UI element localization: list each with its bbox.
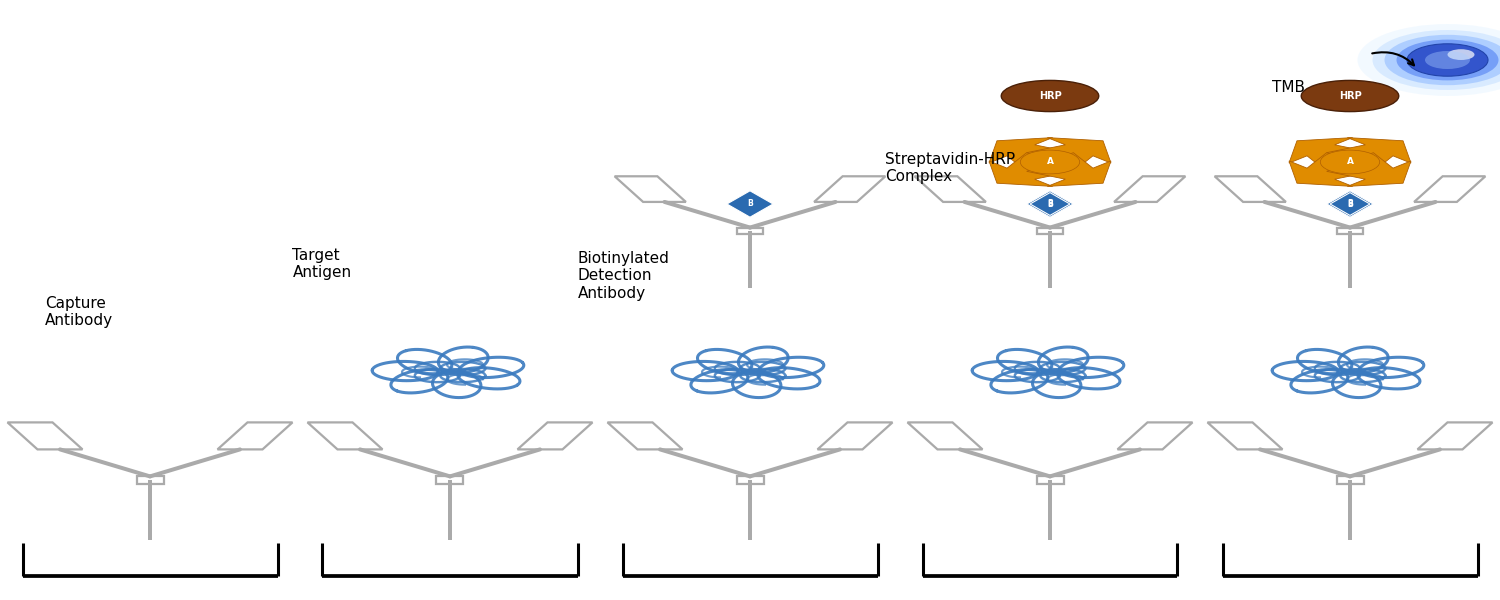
Polygon shape — [1326, 152, 1412, 187]
Circle shape — [1320, 150, 1380, 174]
Circle shape — [1407, 44, 1488, 76]
Text: Capture
Antibody: Capture Antibody — [45, 296, 112, 328]
Circle shape — [1425, 51, 1470, 69]
Bar — [1036, 476, 1064, 484]
Circle shape — [1384, 35, 1500, 85]
Text: B: B — [1047, 199, 1053, 208]
Polygon shape — [728, 191, 772, 217]
Ellipse shape — [1002, 80, 1098, 112]
Polygon shape — [1026, 152, 1112, 187]
Text: B: B — [1347, 199, 1353, 208]
Text: HRP: HRP — [1338, 91, 1362, 101]
Text: Streptavidin-HRP
Complex: Streptavidin-HRP Complex — [885, 152, 1016, 184]
Circle shape — [1448, 49, 1474, 60]
Bar — [1036, 227, 1064, 235]
Polygon shape — [988, 137, 1074, 172]
Text: A: A — [1047, 157, 1053, 166]
Polygon shape — [1026, 137, 1112, 172]
Text: B: B — [1047, 199, 1053, 209]
Text: B: B — [1347, 199, 1353, 209]
Ellipse shape — [1300, 80, 1398, 112]
Bar — [736, 476, 764, 484]
Circle shape — [1020, 150, 1080, 174]
Polygon shape — [1028, 191, 1072, 217]
Polygon shape — [1326, 137, 1412, 172]
Polygon shape — [1328, 191, 1372, 217]
Bar — [1336, 476, 1364, 484]
Text: B: B — [747, 199, 753, 208]
Text: TMB: TMB — [1272, 79, 1305, 94]
Circle shape — [1396, 40, 1498, 80]
Polygon shape — [1288, 137, 1374, 172]
Text: A: A — [1347, 157, 1353, 166]
Polygon shape — [1330, 193, 1370, 215]
Bar — [736, 227, 764, 235]
Circle shape — [1358, 24, 1500, 96]
Text: Biotinylated
Detection
Antibody: Biotinylated Detection Antibody — [578, 251, 669, 301]
Circle shape — [1372, 30, 1500, 90]
Text: HRP: HRP — [1038, 91, 1062, 101]
Polygon shape — [988, 152, 1074, 187]
Polygon shape — [1030, 193, 1069, 215]
Bar — [136, 476, 164, 484]
Bar — [436, 476, 463, 484]
Bar — [1336, 227, 1364, 235]
Polygon shape — [1288, 152, 1374, 187]
Text: Target
Antigen: Target Antigen — [292, 248, 351, 280]
